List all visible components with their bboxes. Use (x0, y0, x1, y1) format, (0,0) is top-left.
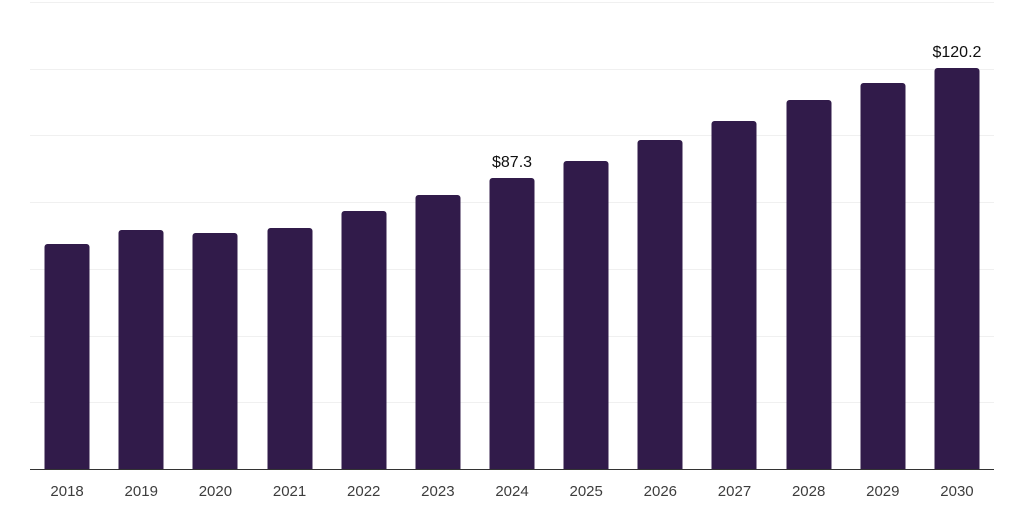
bar-cell-2019 (104, 2, 178, 469)
bar-cell-2030: $120.2 (920, 2, 994, 469)
bar-2028[interactable] (786, 100, 832, 469)
bar-cell-2024: $87.3 (475, 2, 549, 469)
x-tick-label-2025: 2025 (569, 483, 603, 500)
x-tick-label-2024: 2024 (495, 483, 529, 500)
x-tick-label-2028: 2028 (791, 483, 826, 500)
plot-area: $87.3 $120.2 (30, 2, 994, 470)
x-tick-label-2026: 2026 (643, 483, 678, 500)
bar-2025[interactable] (563, 161, 609, 469)
bar-2023[interactable] (415, 195, 461, 469)
bar-value-label-2030: $120.2 (932, 44, 982, 62)
x-tick-label-2030: 2030 (940, 483, 974, 500)
x-tick-label-2020: 2020 (198, 483, 233, 500)
bar-2026[interactable] (637, 140, 683, 469)
bar-cell-2029 (846, 2, 920, 469)
bar-cell-2023 (401, 2, 475, 469)
bar-cell-2027 (697, 2, 771, 469)
gridline-140 (30, 2, 994, 3)
bar-2024[interactable] (489, 177, 535, 469)
bar-2030[interactable] (934, 68, 980, 469)
bar-2018[interactable] (44, 243, 90, 469)
bar-cell-2018 (30, 2, 104, 469)
x-tick-label-2019: 2019 (124, 483, 158, 500)
bar-value-label-2024: $87.3 (491, 153, 533, 171)
x-tick-label-2023: 2023 (421, 483, 455, 500)
bar-cell-2028 (772, 2, 846, 469)
bar-cell-2021 (252, 2, 326, 469)
bar-2021[interactable] (267, 227, 313, 469)
x-axis: 2018 2019 2020 2021 2022 2023 2024 2025 2026 2027… (30, 483, 994, 501)
x-tick-label-2022: 2022 (347, 483, 381, 500)
x-tick-label-2027: 2027 (717, 483, 752, 500)
bar-cell-2025 (549, 2, 623, 469)
bar-2020[interactable] (192, 232, 238, 469)
bars-row: $87.3 $120.2 (30, 2, 994, 469)
bar-2027[interactable] (711, 121, 757, 469)
bar-2022[interactable] (341, 211, 387, 469)
bar-cell-2020 (178, 2, 252, 469)
bar-cell-2022 (327, 2, 401, 469)
gridline-100 (30, 135, 994, 137)
gridline-120 (30, 68, 994, 70)
bar-2019[interactable] (118, 229, 164, 469)
bar-2029[interactable] (860, 82, 906, 469)
x-tick-label-2021: 2021 (272, 483, 307, 500)
x-tick-label-2018: 2018 (50, 483, 84, 500)
bar-cell-2026 (623, 2, 697, 469)
x-tick-label-2029: 2029 (866, 483, 900, 500)
